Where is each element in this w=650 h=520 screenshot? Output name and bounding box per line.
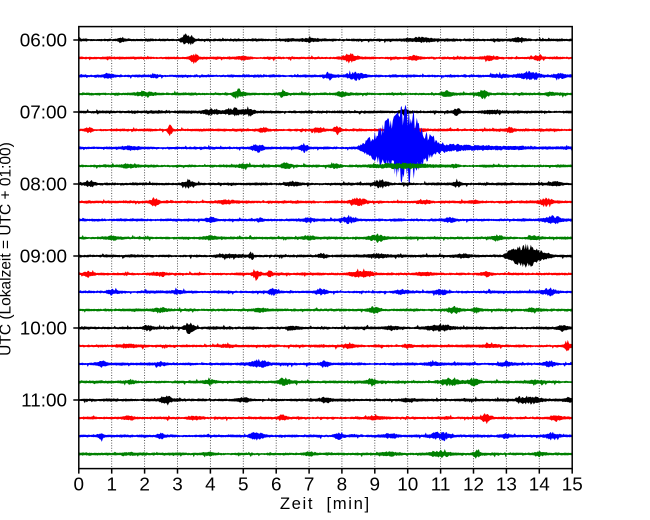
svg-text:11:00: 11:00 — [21, 391, 67, 412]
svg-text:07:00: 07:00 — [20, 103, 67, 124]
svg-text:1: 1 — [106, 474, 117, 495]
svg-text:Zeit [min]: Zeit [min] — [280, 494, 371, 513]
svg-text:UTC (Lokalzeit = UTC + 01:00): UTC (Lokalzeit = UTC + 01:00) — [0, 142, 15, 356]
svg-text:10:00: 10:00 — [20, 319, 67, 340]
svg-text:3: 3 — [172, 474, 183, 495]
svg-text:10: 10 — [397, 474, 418, 495]
svg-text:12: 12 — [463, 474, 484, 495]
svg-text:13: 13 — [496, 474, 517, 495]
svg-text:7: 7 — [304, 474, 315, 495]
svg-text:5: 5 — [238, 474, 249, 495]
svg-text:08:00: 08:00 — [20, 175, 67, 196]
svg-text:09:00: 09:00 — [20, 247, 67, 268]
svg-text:4: 4 — [205, 474, 216, 495]
svg-text:6: 6 — [271, 474, 282, 495]
svg-text:0: 0 — [74, 474, 85, 495]
svg-text:14: 14 — [529, 474, 550, 495]
svg-text:8: 8 — [337, 474, 348, 495]
svg-text:2: 2 — [139, 474, 150, 495]
svg-text:06:00: 06:00 — [20, 31, 67, 52]
svg-text:11: 11 — [431, 474, 451, 495]
svg-text:15: 15 — [562, 474, 583, 495]
svg-text:9: 9 — [370, 474, 381, 495]
